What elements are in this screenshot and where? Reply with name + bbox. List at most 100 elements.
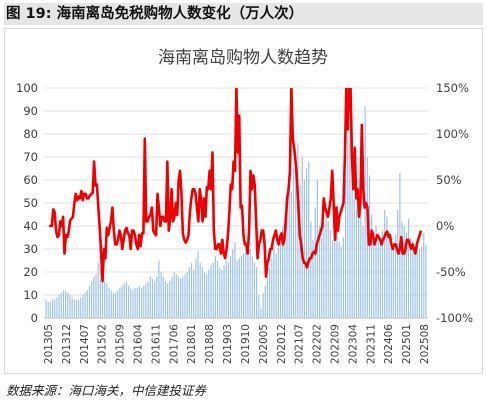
bar	[65, 290, 67, 318]
bar	[193, 269, 195, 318]
bar	[67, 292, 69, 318]
x-tick-label: 202311	[365, 324, 377, 364]
bar	[117, 290, 119, 318]
y-tick-label-left: 50	[23, 196, 38, 210]
bar	[119, 288, 121, 318]
x-tick-label: 202501	[401, 324, 413, 364]
bar	[197, 251, 199, 318]
x-tick-label: 202508	[419, 324, 431, 364]
bar	[420, 246, 423, 318]
bar	[308, 161, 310, 318]
x-tick-label: 201502	[97, 324, 109, 364]
bar	[121, 285, 123, 318]
bar	[371, 214, 373, 318]
bar	[147, 281, 149, 318]
bar	[410, 237, 412, 318]
bar	[158, 260, 160, 318]
y-tick-label-right: 50%	[436, 173, 462, 187]
bar	[351, 166, 353, 318]
bar	[88, 285, 91, 318]
y-tick-label-right: 150%	[436, 81, 469, 95]
bar	[397, 209, 399, 318]
bar	[201, 267, 203, 318]
bar	[62, 290, 65, 318]
bar	[110, 290, 112, 318]
bar	[347, 136, 349, 318]
bar	[284, 216, 286, 318]
bar	[295, 152, 297, 318]
x-tick-label: 202005	[258, 324, 270, 364]
y-tick-label-left: 30	[23, 242, 38, 256]
bar	[277, 242, 279, 318]
bar	[186, 272, 188, 318]
bar	[182, 276, 184, 318]
bar	[381, 230, 384, 318]
bar	[112, 292, 114, 318]
x-tick-label: 201407	[79, 324, 91, 364]
bar	[169, 281, 171, 318]
bar	[258, 295, 260, 318]
bar	[273, 249, 275, 318]
y-tick-label-left: 10	[23, 288, 38, 302]
bar	[301, 157, 303, 318]
bar	[73, 299, 75, 318]
bar	[203, 272, 206, 318]
bar	[108, 288, 110, 318]
bar	[173, 272, 175, 318]
bar	[416, 244, 418, 318]
bar	[223, 265, 225, 318]
bar	[425, 244, 427, 318]
bar	[99, 267, 101, 318]
bar	[407, 219, 410, 318]
bar	[145, 283, 147, 318]
x-tick-label: 201706	[168, 324, 180, 364]
bar	[238, 258, 240, 318]
bar	[271, 258, 273, 318]
bar	[171, 276, 173, 318]
x-tick-label: 202209	[330, 324, 342, 364]
bar	[345, 180, 347, 318]
bar	[236, 260, 238, 318]
bar	[91, 281, 93, 318]
bar	[134, 288, 136, 318]
bar	[321, 237, 323, 318]
y-tick-label-right: 0%	[436, 219, 454, 233]
x-tick-label: 202107	[294, 324, 306, 364]
bar	[253, 262, 256, 318]
bar	[412, 242, 414, 318]
bar	[303, 180, 305, 318]
bar-series	[45, 106, 427, 319]
bar	[47, 301, 49, 318]
bar	[323, 226, 325, 318]
bar	[290, 191, 292, 318]
x-tick-label: 201305	[43, 324, 55, 364]
bar	[82, 295, 84, 318]
bar	[93, 276, 95, 318]
x-tick-label: 201808	[204, 324, 216, 364]
bar	[199, 262, 201, 318]
bar	[405, 232, 407, 318]
bar	[275, 253, 277, 318]
bar	[358, 189, 360, 318]
bar	[232, 249, 234, 318]
bar	[219, 267, 221, 318]
bar	[364, 106, 366, 319]
y-tick-label-left: 0	[31, 311, 38, 325]
bar	[97, 262, 99, 318]
bar	[125, 281, 127, 318]
bar	[305, 168, 308, 318]
bar	[216, 260, 219, 318]
bar	[392, 244, 394, 318]
bar	[177, 276, 180, 318]
bar	[242, 253, 245, 318]
bar	[78, 299, 80, 318]
bar	[390, 242, 392, 318]
bar	[377, 242, 379, 318]
bar	[247, 242, 249, 318]
x-tick-label: 201903	[222, 324, 234, 364]
bar	[60, 292, 62, 318]
bar	[269, 267, 271, 318]
bar	[423, 232, 425, 318]
bar	[327, 221, 329, 318]
